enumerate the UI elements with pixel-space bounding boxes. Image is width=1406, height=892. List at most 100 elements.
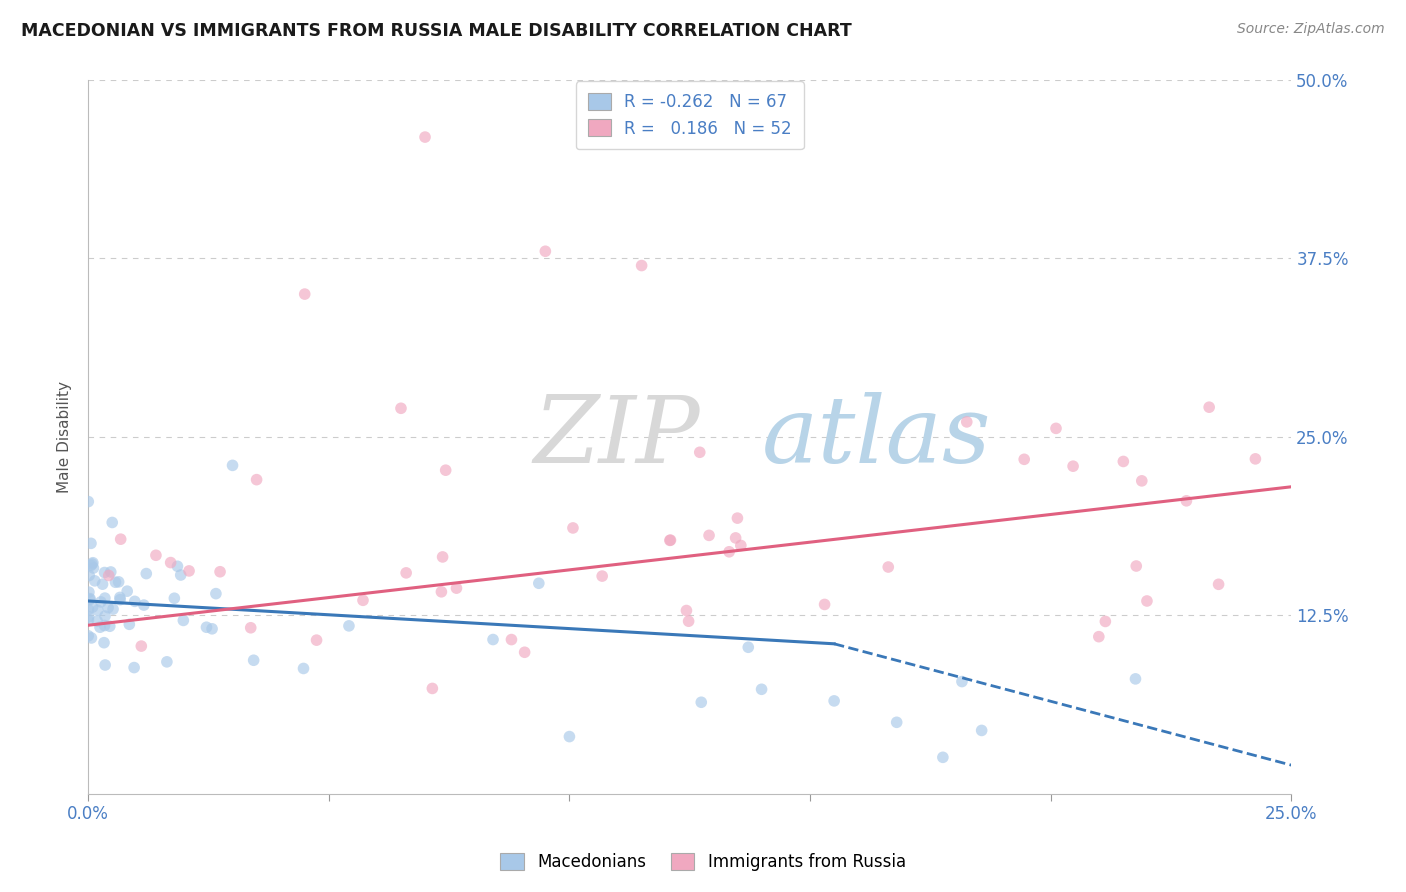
Point <box>118 617 141 632</box>
Point <box>413 130 436 145</box>
Point <box>156 655 179 669</box>
Point <box>932 750 955 764</box>
Point <box>108 591 131 605</box>
Point <box>305 633 328 648</box>
Point <box>104 575 127 590</box>
Text: atlas: atlas <box>762 392 991 482</box>
Point <box>132 598 155 612</box>
Point <box>294 287 316 301</box>
Point <box>751 682 773 697</box>
Point <box>77 613 100 627</box>
Point <box>177 564 200 578</box>
Point <box>513 645 536 659</box>
Point <box>527 576 550 591</box>
Point <box>97 600 120 615</box>
Point <box>422 681 444 696</box>
Legend: R = -0.262   N = 67, R =   0.186   N = 52: R = -0.262 N = 67, R = 0.186 N = 52 <box>576 81 804 149</box>
Point <box>205 587 228 601</box>
Point <box>122 660 145 674</box>
Point <box>79 592 101 607</box>
Point <box>97 568 120 582</box>
Point <box>352 593 374 607</box>
Point <box>1130 474 1153 488</box>
Point <box>82 600 104 615</box>
Point <box>77 494 100 508</box>
Point <box>678 614 700 628</box>
Point <box>166 559 188 574</box>
Point <box>689 445 711 459</box>
Point <box>135 566 157 581</box>
Point <box>91 577 114 591</box>
Point <box>110 532 132 546</box>
Point <box>221 458 243 473</box>
Point <box>94 609 117 624</box>
Point <box>209 565 232 579</box>
Point <box>77 609 100 624</box>
Point <box>558 730 581 744</box>
Point <box>950 674 973 689</box>
Point <box>1208 577 1230 591</box>
Point <box>446 581 468 595</box>
Text: ZIP: ZIP <box>533 392 700 482</box>
Point <box>80 536 103 550</box>
Point <box>725 511 748 525</box>
Point <box>591 569 613 583</box>
Point <box>737 640 759 655</box>
Point <box>172 614 194 628</box>
Point <box>98 619 121 633</box>
Point <box>242 653 264 667</box>
Point <box>82 557 104 571</box>
Point <box>675 603 697 617</box>
Point <box>724 531 747 545</box>
Point <box>101 602 124 616</box>
Text: MACEDONIAN VS IMMIGRANTS FROM RUSSIA MALE DISABILITY CORRELATION CHART: MACEDONIAN VS IMMIGRANTS FROM RUSSIA MAL… <box>21 22 852 40</box>
Point <box>77 629 100 643</box>
Point <box>534 244 557 259</box>
Point <box>292 661 315 675</box>
Point <box>86 614 108 628</box>
Point <box>823 694 845 708</box>
Point <box>89 620 111 634</box>
Point <box>107 574 129 589</box>
Point <box>145 548 167 562</box>
Point <box>79 591 101 606</box>
Point <box>77 602 100 616</box>
Legend: Macedonians, Immigrants from Russia: Macedonians, Immigrants from Russia <box>492 845 914 880</box>
Point <box>501 632 523 647</box>
Point <box>690 695 713 709</box>
Point <box>80 558 103 573</box>
Point <box>1198 401 1220 415</box>
Point <box>630 259 652 273</box>
Point <box>163 591 186 606</box>
Point <box>83 574 105 588</box>
Point <box>430 584 453 599</box>
Point <box>100 565 122 579</box>
Point <box>93 566 115 580</box>
Point <box>82 561 104 575</box>
Point <box>658 533 681 548</box>
Point <box>1094 615 1116 629</box>
Point <box>115 584 138 599</box>
Point <box>201 622 224 636</box>
Point <box>337 619 360 633</box>
Point <box>970 723 993 738</box>
Point <box>813 598 835 612</box>
Point <box>482 632 505 647</box>
Point <box>94 658 117 673</box>
Point <box>956 415 979 429</box>
Point <box>195 620 218 634</box>
Point <box>562 521 585 535</box>
Point <box>101 516 124 530</box>
Point <box>1045 421 1067 435</box>
Text: Source: ZipAtlas.com: Source: ZipAtlas.com <box>1237 22 1385 37</box>
Point <box>82 556 104 570</box>
Point <box>77 585 100 599</box>
Point <box>1136 594 1159 608</box>
Point <box>170 568 193 582</box>
Point <box>1125 559 1147 574</box>
Point <box>434 463 457 477</box>
Point <box>1062 459 1084 474</box>
Point <box>87 603 110 617</box>
Point <box>93 618 115 632</box>
Point <box>108 592 131 607</box>
